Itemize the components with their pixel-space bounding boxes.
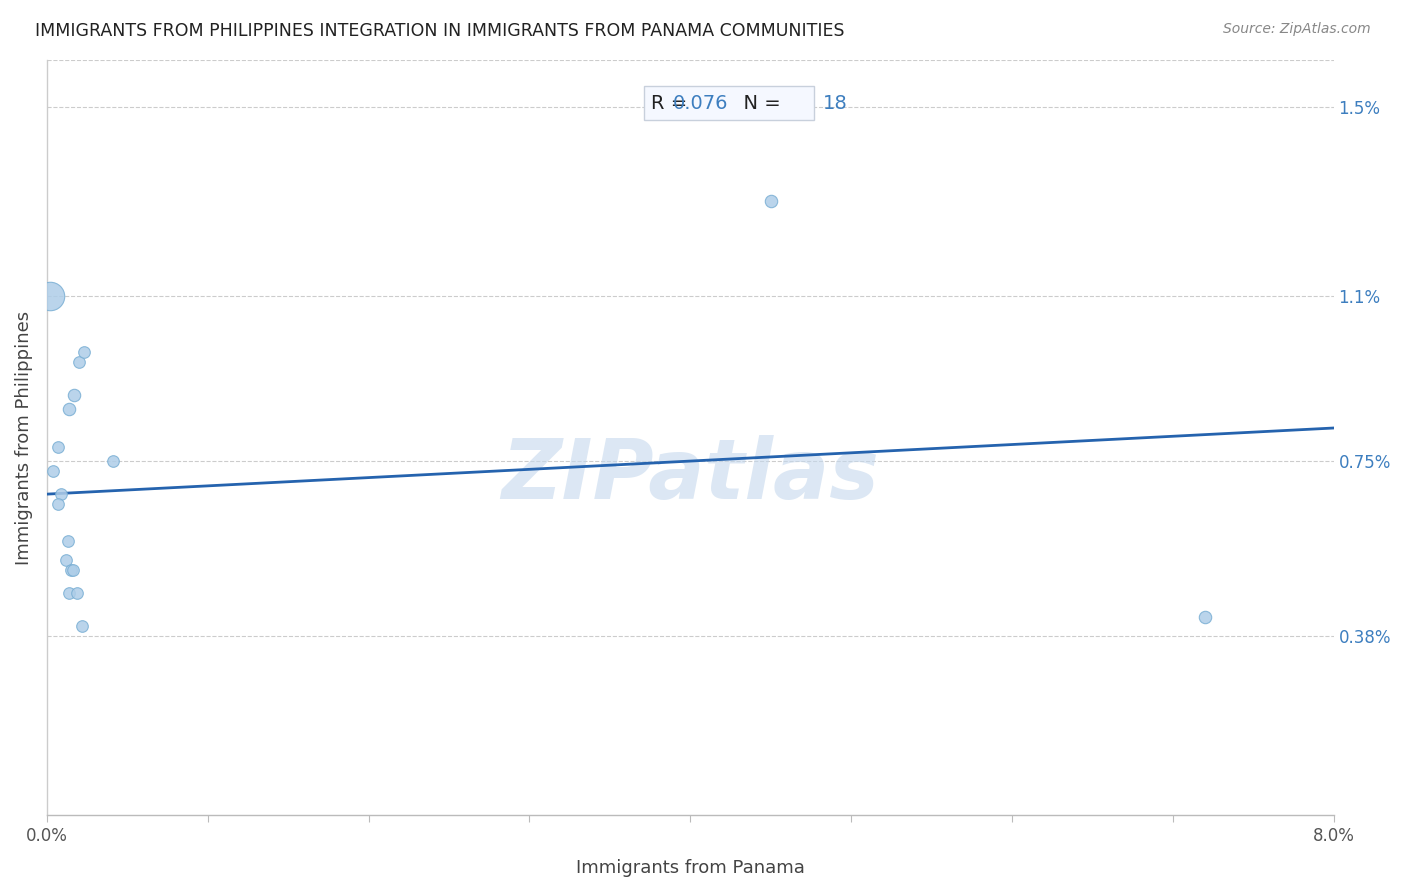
Point <box>72 619 94 633</box>
Point <box>42 463 65 477</box>
Point <box>66 586 89 600</box>
Point <box>58 402 80 417</box>
Point <box>63 388 86 402</box>
Point <box>46 497 69 511</box>
Point <box>60 563 83 577</box>
Point <box>55 553 77 567</box>
Point <box>67 355 90 369</box>
Point <box>58 586 80 600</box>
Point <box>101 454 124 468</box>
Text: ZIPatlas: ZIPatlas <box>502 434 879 516</box>
Point <box>56 534 79 549</box>
Point <box>1194 610 1216 624</box>
Y-axis label: Immigrants from Philippines: Immigrants from Philippines <box>15 310 32 565</box>
X-axis label: Immigrants from Panama: Immigrants from Panama <box>576 859 804 877</box>
Point <box>39 289 62 303</box>
Point <box>46 440 69 454</box>
Text: 18: 18 <box>824 94 848 112</box>
Text: R =         N =: R = N = <box>651 94 806 112</box>
Point <box>51 487 73 501</box>
Point <box>73 345 96 359</box>
Text: IMMIGRANTS FROM PHILIPPINES INTEGRATION IN IMMIGRANTS FROM PANAMA COMMUNITIES: IMMIGRANTS FROM PHILIPPINES INTEGRATION … <box>35 22 845 40</box>
Point <box>62 563 84 577</box>
Text: Source: ZipAtlas.com: Source: ZipAtlas.com <box>1223 22 1371 37</box>
Point <box>759 194 782 209</box>
Text: 0.076: 0.076 <box>673 94 728 112</box>
